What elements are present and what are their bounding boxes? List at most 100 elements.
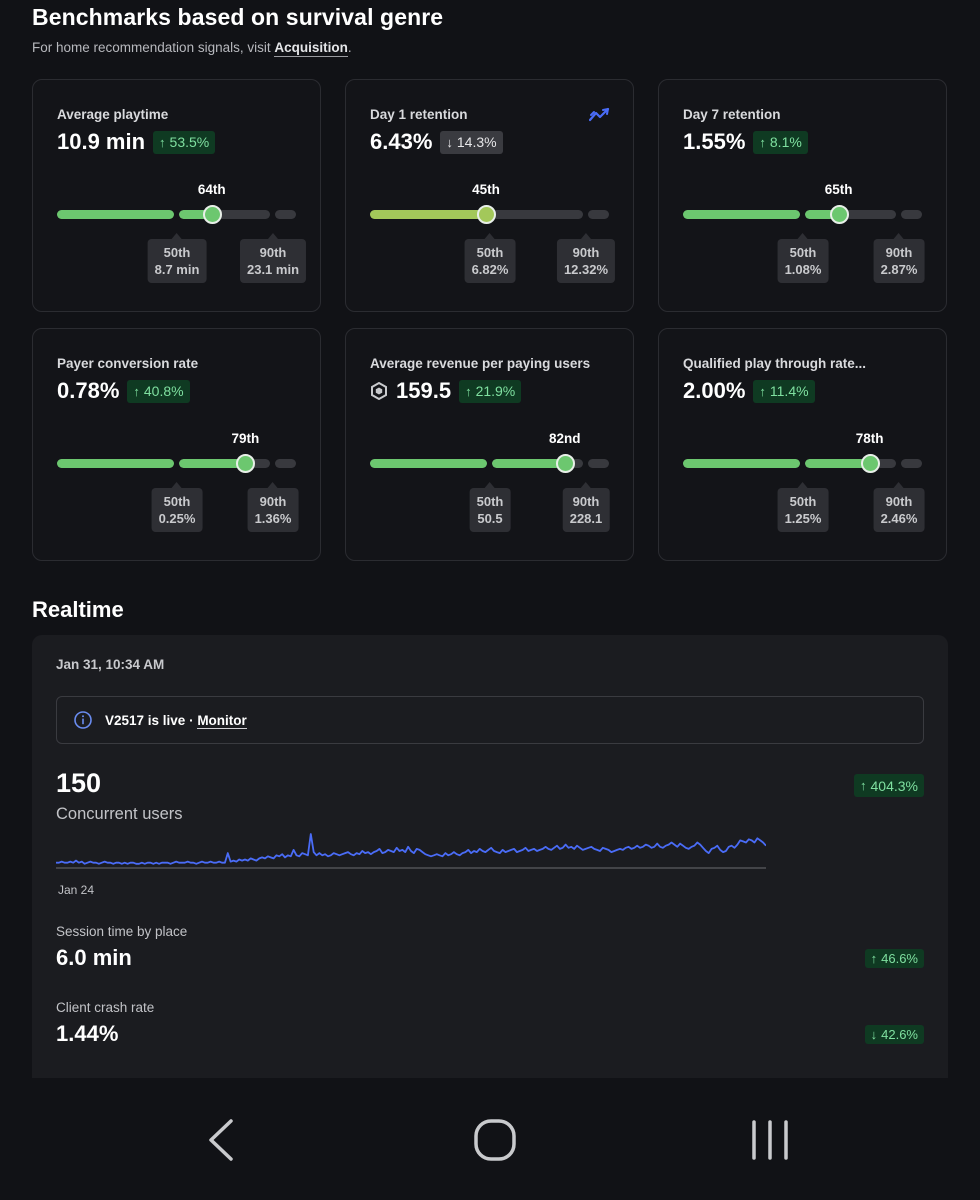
arrow-up-icon: ↑ [759,383,766,399]
percentile-track-low [370,459,487,468]
card-value-row: 6.43% ↓ 14.3% [370,129,503,155]
card-title: Average playtime [57,107,169,122]
p50-marker: 50th 6.82% [464,233,516,283]
crash-rate-label: Client crash rate [56,1000,155,1015]
benchmark-card: Day 1 retention 6.43% ↓ 14.3% 45th 50th 6.… [345,79,634,312]
monitor-link[interactable]: Monitor [197,712,247,729]
p90-marker: 90th 23.1 min [239,233,307,283]
arrow-up-icon: ↑ [860,778,867,793]
concurrent-users-value: 150 [56,768,102,798]
percentile-thumb [202,205,222,224]
card-change-badge: ↑ 11.4% [753,379,815,403]
system-navbar [0,1078,980,1200]
card-change-badge: ↑ 21.9% [459,379,522,403]
percentile-track-mid [179,459,270,468]
percentile-track-high [588,459,609,468]
percentile-track-low [683,210,800,219]
p90-marker: 90th 1.36% [247,482,299,532]
card-change-badge: ↑ 8.1% [753,130,808,154]
sparkline-series [56,833,766,865]
benchmark-card: Average playtime 10.9 min ↑ 53.5% 64th 50… [32,79,321,312]
session-time-label: Session time by place [56,924,188,939]
card-change-badge: ↓ 14.3% [440,130,503,154]
card-value: 2.00% [683,378,746,403]
crash-rate-change: ↓ 42.6% [864,1025,924,1044]
subtitle-period: . [347,40,352,55]
realtime-title: Realtime [32,597,124,622]
percentile-fill [179,210,212,219]
percentile-label: 64th [197,182,226,197]
realtime-panel: Jan 31, 10:34 AM V2517 is live · Monitor… [32,635,948,1078]
trend-chart-icon[interactable] [589,106,611,122]
percentile-track-mid [805,459,896,468]
percentile-track-high [901,210,922,219]
home-icon[interactable] [473,1118,517,1162]
page-subtitle: For home recommendation signals, visit A… [32,40,352,57]
percentile-track-mid [805,210,896,219]
card-value: 1.55% [683,129,746,154]
percentile-track-low [57,210,174,219]
concurrent-users-change: ↑ 404.3% [854,774,924,797]
concurrent-users-label: Concurrent users [56,805,183,823]
percentile-track-high [901,459,922,468]
percentile-track-high [588,210,609,219]
arrow-down-icon: ↓ [446,134,453,150]
card-change-badge: ↑ 53.5% [153,130,216,154]
card-value: 10.9 min [57,129,146,154]
arrow-up-icon: ↑ [133,383,140,399]
benchmark-card: Average revenue per paying users 159.5 ↑… [345,328,634,561]
subtitle-text: For home recommendation signals, visit [32,40,275,55]
benchmark-card: Qualified play through rate... 2.00% ↑ 11… [658,328,947,561]
percentile-fill [492,459,565,468]
live-banner-text: V2517 is live · Monitor [105,712,247,729]
session-time-value: 6.0 min [56,945,132,970]
acquisition-link[interactable]: Acquisition [274,40,348,57]
arrow-up-icon: ↑ [870,951,878,966]
p50-marker: 50th 1.25% [777,482,829,532]
concurrent-users-sparkline [56,833,766,869]
percentile-label: 78th [855,431,884,446]
robux-icon [371,382,387,400]
p90-marker: 90th 228.1 [562,482,610,532]
arrow-up-icon: ↑ [159,134,166,150]
percentile-track-mid [179,210,270,219]
percentile-thumb [236,454,256,473]
percentile-track-low [57,459,174,468]
card-title: Qualified play through rate... [683,356,867,371]
percentile-label: 65th [824,182,853,197]
p90-marker: 90th 2.87% [873,233,925,283]
percentile-track-low [370,210,487,219]
percentile-fill [179,459,246,468]
page-title: Benchmarks based on survival genre [32,4,444,30]
card-title: Day 1 retention [370,107,468,122]
percentile-fill [805,210,839,219]
percentile-label: 79th [231,431,260,446]
p50-marker: 50th 1.08% [777,233,829,283]
arrow-up-icon: ↑ [759,134,766,150]
p90-marker: 90th 12.32% [556,233,616,283]
percentile-thumb [829,205,849,224]
arrow-down-icon: ↓ [870,1027,878,1042]
percentile-track-high [275,210,296,219]
p50-marker: 50th 0.25% [151,482,203,532]
card-value-row: 1.55% ↑ 8.1% [683,129,808,155]
p90-marker: 90th 2.46% [873,482,925,532]
crash-rate-value: 1.44% [56,1021,119,1046]
percentile-track-low [683,459,800,468]
percentile-thumb [477,205,496,224]
card-value-row: 0.78% ↑ 40.8% [57,378,190,404]
back-icon[interactable] [205,1117,237,1163]
percentile-track-mid [492,459,583,468]
card-value: 6.43% [370,129,433,154]
realtime-date: Jan 31, 10:34 AM [56,657,165,672]
live-banner: V2517 is live · Monitor [56,696,924,744]
card-value: 159.5 [396,378,452,403]
card-change-badge: ↑ 40.8% [127,379,190,403]
card-title: Day 7 retention [683,107,781,122]
percentile-track-mid [492,210,583,219]
percentile-track-high [275,459,296,468]
recent-apps-icon[interactable] [748,1118,792,1162]
percentile-thumb [860,454,880,473]
session-time-change: ↑ 46.6% [864,949,924,968]
card-title: Payer conversion rate [57,356,199,371]
